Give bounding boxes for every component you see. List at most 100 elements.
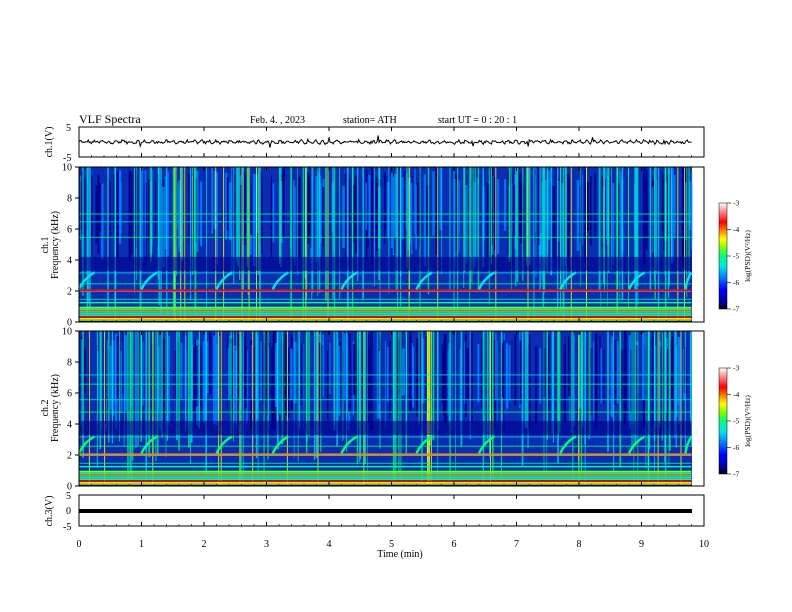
spectrogram-strong-sferic	[586, 167, 587, 322]
spectrogram-sferic	[379, 331, 381, 449]
spectrogram-lowband-line	[79, 310, 692, 313]
spectrogram-strong-sferic	[215, 167, 217, 322]
spectrogram-sferic	[315, 331, 318, 458]
spectrogram-sferic	[299, 331, 301, 429]
spectrogram-sferic	[675, 331, 677, 448]
spectrogram-noise-streak	[349, 186, 351, 244]
spectrogram-noise-streak	[375, 182, 379, 251]
spectrogram-noise-streak	[322, 187, 325, 248]
spectrogram-sferic	[312, 167, 314, 293]
spectrogram-sferic	[690, 331, 691, 425]
spectrogram-sferic	[432, 331, 435, 441]
spectrogram-tone-line	[79, 298, 692, 300]
spectrogram-strong-sferic	[430, 331, 432, 486]
spectrogram-whistler-trace	[271, 271, 290, 290]
spectrogram-noise-streak	[676, 344, 678, 418]
spectrogram-sferic	[279, 167, 281, 265]
colorbar-tick-label: -7	[733, 470, 739, 479]
spectrogram-sferic	[123, 331, 125, 447]
spectrogram-sferic	[388, 167, 390, 293]
frequency-tick-label: 0	[67, 318, 72, 329]
spectrogram-strong-sferic	[495, 167, 497, 322]
spectrogram-noise-streak	[495, 332, 497, 401]
spectrogram-whistler-trace	[477, 435, 496, 454]
spectrogram-noise-streak	[282, 168, 285, 238]
spectrogram-noise-streak	[228, 343, 231, 396]
spectrogram-sferic	[247, 167, 248, 265]
spectrogram-noise-streak	[547, 170, 550, 241]
spectrogram-noise-streak	[630, 349, 632, 412]
spectrogram-noise-streak	[228, 182, 232, 241]
spectrogram-noise-streak	[343, 333, 346, 400]
spectrogram-strong-sferic	[570, 167, 572, 322]
spectrogram-sferic	[661, 331, 663, 441]
spectrogram-noise-streak	[649, 341, 651, 425]
spectrogram-sferic	[492, 331, 494, 474]
spectrogram-noise-streak	[667, 349, 670, 399]
spectrogram-noise-streak	[390, 173, 394, 249]
spectrogram-noise-streak	[294, 186, 296, 265]
spectrogram-noise-streak	[458, 181, 460, 231]
spectrogram-sferic	[437, 331, 439, 431]
spectrogram-whistler-trace	[684, 271, 693, 290]
spectrogram-sferic	[237, 167, 239, 267]
spectrogram-noise-streak	[371, 181, 373, 265]
spectrogram-noise-streak	[654, 345, 657, 427]
spectrogram-sferic	[346, 331, 348, 452]
spectrogram-noise-streak	[240, 185, 242, 264]
spectrogram-noise-streak	[682, 348, 685, 401]
spectrogram-sferic	[522, 167, 524, 281]
spectrogram-sferic	[419, 167, 421, 312]
colorbar-tick-label: -4	[733, 225, 739, 234]
spectrogram-noise-streak	[204, 331, 207, 421]
spectrogram-noise-streak	[628, 176, 630, 236]
spectrogram-noise-streak	[564, 336, 566, 420]
spectrogram-noise-streak	[268, 343, 271, 398]
spectrogram-sferic	[588, 331, 590, 439]
spectrogram-sferic	[560, 167, 561, 314]
ch2-colorbar-bar	[718, 367, 728, 475]
colorbar-tick-label: -3	[733, 364, 739, 373]
spectrogram-noise-streak	[601, 176, 604, 248]
figure-title: VLF Spectra	[79, 112, 141, 126]
spectrogram-noise-streak	[365, 182, 368, 230]
spectrogram-noise-streak	[113, 174, 116, 234]
spectrogram-noise-streak	[583, 346, 585, 425]
spectrogram-noise-streak	[200, 346, 202, 415]
spectrogram-sferic	[242, 167, 244, 291]
spectrogram-noise-streak	[511, 182, 513, 236]
spectrogram-noise-streak	[110, 182, 112, 237]
spectrogram-noise-streak	[80, 175, 82, 241]
spectrogram-sferic	[119, 331, 120, 442]
spectrogram-strong-sferic	[578, 331, 580, 486]
spectrogram-noise-streak	[652, 186, 654, 253]
spectrogram-noise-streak	[579, 186, 581, 244]
time-axis: 0 1 2 3 4 5 6 7 8 9 10	[77, 127, 709, 550]
spectrogram-strong-sferic	[88, 331, 90, 486]
spectrogram-tone-line	[79, 221, 692, 223]
spectrogram-sferic	[148, 331, 151, 458]
spectrogram-sferic	[149, 167, 151, 266]
spectrogram-sferic	[257, 331, 259, 481]
spectrogram-sferic	[82, 331, 84, 458]
spectrogram-sferic	[89, 167, 91, 313]
spectrogram-strong-sferic	[104, 331, 106, 486]
spectrogram-noise-streak	[443, 340, 445, 415]
spectrogram-noise-streak	[180, 342, 183, 399]
spectrogram-sferic	[633, 331, 635, 485]
spectrogram-sferic	[297, 167, 298, 276]
spectrogram-noise-streak	[671, 332, 674, 414]
spectrogram-noise-streak	[384, 172, 386, 230]
time-axis-label: Time (min)	[377, 549, 422, 560]
spectrogram-noise-streak	[677, 337, 681, 406]
spectrogram-2khz-tone	[79, 289, 692, 292]
spectrogram-tone-line	[79, 283, 692, 285]
spectrogram-sferic	[297, 331, 299, 462]
spectrogram-sferic	[360, 331, 362, 460]
spectrogram-sferic	[131, 331, 133, 479]
spectrogram-sferic	[185, 331, 186, 433]
spectrogram-tone-line	[79, 399, 692, 401]
spectrogram-whistler-trace	[415, 271, 433, 290]
spectrogram-sferic	[488, 167, 490, 305]
spectrogram-noise-streak	[213, 170, 217, 230]
